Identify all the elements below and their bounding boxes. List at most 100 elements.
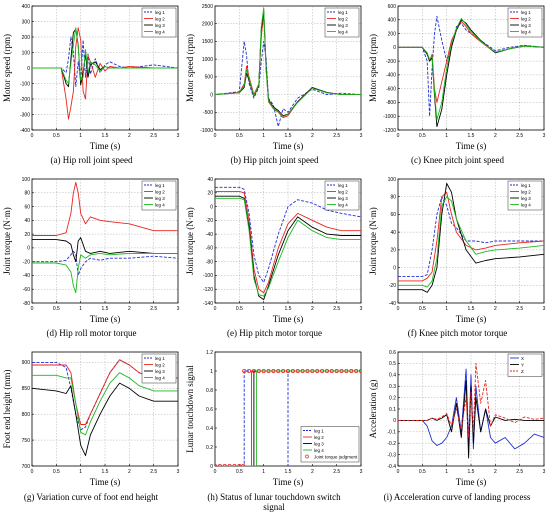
legend-marker bbox=[305, 454, 309, 459]
legend-label: leg 3 bbox=[521, 23, 531, 28]
y-tick-label: 200 bbox=[388, 31, 397, 37]
series-leg-3-line bbox=[32, 382, 178, 457]
y-tick-label: 400 bbox=[388, 18, 397, 24]
series-joint-torque-judgment-point bbox=[344, 368, 349, 373]
y-tick-label: -40 bbox=[389, 301, 396, 307]
series-joint-torque-judgment-point bbox=[320, 368, 325, 373]
legend-label: leg 2 bbox=[314, 435, 324, 440]
x-axis-label: Time (s) bbox=[456, 314, 486, 324]
series-leg-2-line bbox=[32, 181, 178, 236]
x-axis-label: Time (s) bbox=[90, 141, 120, 151]
y-tick-label: 1500 bbox=[202, 39, 213, 45]
x-tick-label: 2.5 bbox=[333, 306, 340, 312]
panel-h: 0 0.5 1 1.5 2 2.5 3 0 0.2 0.4 0.6 0.8 1 1.2 Time (s) Lu… bbox=[183, 346, 366, 519]
series-joint-torque-judgment-point bbox=[290, 368, 295, 373]
y-tick-label: 0 bbox=[393, 418, 396, 424]
panel-f: 0 0.5 1 1.5 2 2.5 3 -40 -20 0 20 40 60 80 100 Time (s) J… bbox=[366, 173, 549, 346]
y-axis-label: Acceleration (g) bbox=[368, 380, 378, 439]
legend-label: leg 3 bbox=[155, 23, 165, 28]
y-axis-label: Lunar touchdown signal bbox=[185, 365, 195, 453]
y-tick-label: -120 bbox=[203, 287, 213, 293]
x-tick-label: 2 bbox=[311, 306, 314, 312]
y-tick-label: 80 bbox=[390, 195, 396, 201]
series-joint-torque-judgment-point bbox=[329, 368, 334, 373]
series-joint-torque-judgment-point bbox=[295, 368, 300, 373]
x-tick-label: 0.5 bbox=[236, 306, 243, 312]
x-tick-label: 2.5 bbox=[516, 133, 523, 139]
x-tick-label: 1 bbox=[445, 306, 448, 312]
y-tick-label: -60 bbox=[23, 287, 30, 293]
series-joint-torque-judgment-point bbox=[281, 368, 286, 373]
y-tick-label: -600 bbox=[386, 86, 396, 92]
series-leg-3-line bbox=[398, 19, 544, 128]
y-tick-label: 200 bbox=[22, 35, 31, 41]
x-tick-label: 3 bbox=[543, 469, 546, 475]
legend-label: leg 1 bbox=[338, 10, 348, 15]
panel-e: 0 0.5 1 1.5 2 2.5 3 -140 -120 -100 -80 -60 -40 -20 0 20… bbox=[183, 173, 366, 346]
y-tick-label: 0 bbox=[393, 265, 396, 271]
series-leg-2-line bbox=[398, 191, 544, 282]
y-tick-label: -40 bbox=[23, 273, 30, 279]
x-tick-label: 3 bbox=[360, 133, 363, 139]
x-tick-label: 0 bbox=[397, 469, 400, 475]
legend-box bbox=[141, 353, 177, 384]
caption-b: (b) Hip pitch joint speed bbox=[230, 155, 319, 165]
y-tick-label: -100 bbox=[20, 81, 30, 87]
legend-label: X bbox=[521, 356, 524, 361]
y-tick-label: -0.3 bbox=[387, 452, 396, 458]
legend-box bbox=[507, 353, 543, 377]
series-group bbox=[215, 186, 361, 301]
y-tick-label: -1200 bbox=[383, 128, 396, 134]
x-tick-label: 0 bbox=[397, 306, 400, 312]
chart-f: 0 0.5 1 1.5 2 2.5 3 -40 -20 0 20 40 60 80 100 Time (s) J… bbox=[368, 177, 546, 324]
series-group bbox=[32, 359, 178, 457]
y-tick-label: -20 bbox=[206, 218, 213, 224]
series-joint-torque-judgment-point bbox=[241, 464, 246, 466]
y-tick-label: 2500 bbox=[202, 4, 213, 10]
y-tick-label: -20 bbox=[389, 283, 396, 289]
chart-i: 0 0.5 1 1.5 2 2.5 3 -0.4 -0.3 -0.2 -0.1 0 0.1 0.2 0.3 0… bbox=[368, 350, 546, 487]
series-leg-2-line bbox=[32, 27, 178, 120]
chart-e: 0 0.5 1 1.5 2 2.5 3 -140 -120 -100 -80 -60 -40 -20 0 20… bbox=[185, 177, 363, 324]
y-tick-label: 750 bbox=[22, 438, 31, 444]
y-tick-label: 60 bbox=[390, 212, 396, 218]
series-leg-4-line bbox=[32, 27, 178, 84]
x-tick-label: 0 bbox=[31, 306, 34, 312]
x-tick-label: 1.5 bbox=[285, 469, 292, 475]
x-tick-label: 1.5 bbox=[102, 133, 109, 139]
x-tick-label: 1 bbox=[79, 306, 82, 312]
y-tick-label: -800 bbox=[386, 100, 396, 106]
series-joint-torque-judgment-point bbox=[261, 368, 266, 373]
x-tick-label: 1.5 bbox=[102, 469, 109, 475]
x-tick-label: 2 bbox=[494, 306, 497, 312]
caption-d: (d) Hip roll motor torque bbox=[46, 328, 137, 338]
y-tick-label: 0.1 bbox=[389, 407, 396, 413]
series-joint-torque-judgment-point bbox=[359, 369, 361, 373]
y-tick-label: 0 bbox=[393, 45, 396, 51]
x-tick-label: 2 bbox=[494, 469, 497, 475]
series-group bbox=[215, 368, 361, 466]
y-tick-label: 0 bbox=[210, 92, 213, 98]
series-joint-torque-judgment-point bbox=[305, 368, 310, 373]
series-joint-torque-judgment-point bbox=[237, 464, 242, 466]
series-joint-torque-judgment-point bbox=[300, 368, 305, 373]
legend-label: leg 4 bbox=[155, 29, 165, 34]
y-tick-label: 0 bbox=[210, 464, 213, 470]
series-joint-torque-judgment-point bbox=[354, 368, 359, 373]
y-tick-label: -300 bbox=[20, 112, 30, 118]
y-axis-label: Motor speed (rpm) bbox=[368, 34, 378, 102]
x-tick-label: 2 bbox=[311, 133, 314, 139]
series-group bbox=[398, 182, 544, 293]
x-tick-label: 3 bbox=[543, 306, 546, 312]
y-tick-label: -40 bbox=[206, 232, 213, 238]
x-tick-label: 1.5 bbox=[468, 469, 475, 475]
y-axis-label: Motor speed (rpm) bbox=[185, 34, 195, 102]
y-tick-label: -140 bbox=[203, 301, 213, 307]
x-axis-label: Time (s) bbox=[90, 314, 120, 324]
series-joint-torque-judgment-point bbox=[349, 368, 354, 373]
legend-label: leg 3 bbox=[155, 369, 165, 374]
legend-box bbox=[507, 7, 543, 38]
legend-label: Z bbox=[521, 369, 524, 374]
y-tick-label: 600 bbox=[388, 4, 397, 10]
x-tick-label: 1.5 bbox=[285, 133, 292, 139]
